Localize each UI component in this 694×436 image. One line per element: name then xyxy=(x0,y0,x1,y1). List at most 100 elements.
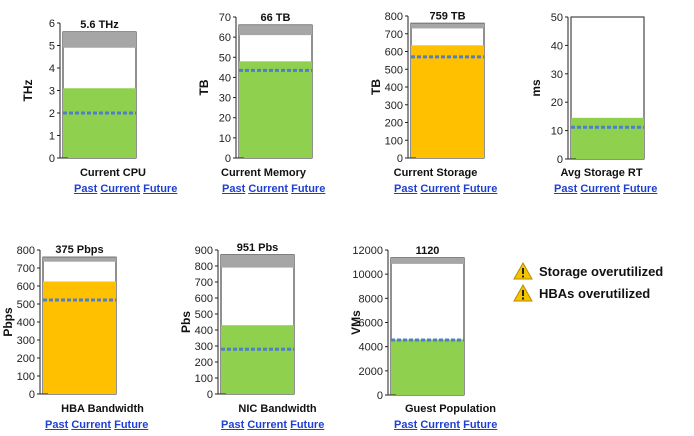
tick-label: 800 xyxy=(195,261,213,273)
past-link[interactable]: Past xyxy=(74,183,98,195)
past-link[interactable]: Past xyxy=(221,419,245,431)
links-storage: Past Current Future xyxy=(394,183,497,195)
tick-label: 0 xyxy=(207,389,213,401)
usage-bar xyxy=(43,281,116,394)
links-hba-bandwidth: Past Current Future xyxy=(45,419,148,431)
capacity-label: 759 TB xyxy=(429,10,465,22)
tick-label: 500 xyxy=(17,299,35,311)
y-axis-label: TB xyxy=(369,79,383,95)
capacity-label: 951 Pbs xyxy=(237,242,279,254)
tick-label: 100 xyxy=(17,371,35,383)
tick-label: 12000 xyxy=(352,245,383,257)
tick-label: 70 xyxy=(219,12,231,24)
gauge-memory: 0 10 20 30 40 50 60 70 TB 66 TB Current Memory Pa… xyxy=(196,2,356,197)
tick-label: 400 xyxy=(195,325,213,337)
past-link[interactable]: Past xyxy=(45,419,69,431)
past-link[interactable]: Past xyxy=(554,183,578,195)
tick-label: 2000 xyxy=(359,366,383,378)
y-axis-label: Pbs xyxy=(179,311,193,333)
future-link[interactable]: Future xyxy=(463,183,498,195)
tick-label: 400 xyxy=(17,317,35,329)
future-link[interactable]: Future xyxy=(623,183,658,195)
tick-label: 800 xyxy=(17,245,35,257)
gauge-storage-rt: 0 10 20 30 40 50 ms Avg Storage RT Past Curren… xyxy=(528,2,688,197)
tick-label: 0 xyxy=(397,153,403,165)
alerts-panel: Storage overutilized HBAs overutilized xyxy=(513,260,663,304)
tick-label: 900 xyxy=(195,245,213,257)
tick-label: 30 xyxy=(551,69,563,81)
gauge-cpu: 0 1 2 3 4 5 6 THz 5.6 THz Current CPU Past Curre… xyxy=(20,2,180,197)
reserved-band xyxy=(239,25,312,36)
caption-hba-bandwidth: HBA Bandwidth xyxy=(61,403,144,415)
future-link[interactable]: Future xyxy=(114,419,149,431)
past-link[interactable]: Past xyxy=(222,183,246,195)
gauge-storage: 0 100 200 300 400 500 600 700 800 TB 759 TB Curren… xyxy=(368,2,528,197)
tick-label: 10 xyxy=(551,126,563,138)
tick-label: 40 xyxy=(219,72,231,84)
tick-label: 300 xyxy=(195,341,213,353)
tick-label: 20 xyxy=(219,113,231,125)
tick-label: 200 xyxy=(195,357,213,369)
links-guest-population: Past Current Future xyxy=(394,419,497,431)
y-axis-label: THz xyxy=(21,80,35,102)
y-axis-label: TB xyxy=(197,79,211,95)
tick-label: 4 xyxy=(49,63,55,75)
reserved-band xyxy=(221,254,294,268)
caption-nic-bandwidth: NIC Bandwidth xyxy=(238,403,317,415)
current-link[interactable]: Current xyxy=(100,183,141,195)
alert-text: HBAs overutilized xyxy=(539,285,651,301)
tick-label: 400 xyxy=(385,82,403,94)
reserved-band xyxy=(43,257,116,262)
warning-icon xyxy=(513,262,533,280)
caption-memory: Current Memory xyxy=(221,167,306,179)
current-link[interactable]: Current xyxy=(248,183,289,195)
usage-bar xyxy=(221,325,294,394)
tick-label: 800 xyxy=(385,11,403,23)
gauge-nic-bandwidth: 0 100 200 300 400 500 600 700 800 900 Pbs 951 Pbs N… xyxy=(178,236,348,436)
tick-label: 8000 xyxy=(359,293,383,305)
usage-bar xyxy=(391,339,464,395)
tick-label: 700 xyxy=(385,29,403,41)
tick-label: 700 xyxy=(17,263,35,275)
tick-label: 40 xyxy=(551,40,563,52)
tick-label: 0 xyxy=(49,153,55,165)
tick-label: 60 xyxy=(219,32,231,44)
current-link[interactable]: Current xyxy=(247,419,288,431)
tick-label: 700 xyxy=(195,277,213,289)
links-storage-rt: Past Current Future xyxy=(554,183,657,195)
past-link[interactable]: Past xyxy=(394,419,418,431)
future-link[interactable]: Future xyxy=(290,419,325,431)
capacity-label: 375 Pbps xyxy=(55,244,103,256)
past-link[interactable]: Past xyxy=(394,183,418,195)
future-link[interactable]: Future xyxy=(291,183,326,195)
usage-bar xyxy=(63,88,136,158)
current-link[interactable]: Current xyxy=(71,419,112,431)
tick-label: 50 xyxy=(219,52,231,64)
tick-label: 100 xyxy=(385,135,403,147)
current-link[interactable]: Current xyxy=(420,183,461,195)
usage-bar xyxy=(411,45,484,158)
tick-label: 30 xyxy=(219,93,231,105)
links-cpu: Past Current Future xyxy=(74,183,177,195)
tick-label: 200 xyxy=(385,118,403,130)
usage-bar xyxy=(239,61,312,158)
future-link[interactable]: Future xyxy=(463,419,498,431)
y-axis-label: VMs xyxy=(349,310,363,335)
future-link[interactable]: Future xyxy=(143,183,178,195)
tick-label: 5 xyxy=(49,41,55,53)
alert-storage: Storage overutilized xyxy=(513,260,663,282)
y-axis-label: ms xyxy=(529,79,543,97)
tick-label: 300 xyxy=(385,100,403,112)
tick-label: 600 xyxy=(17,281,35,293)
reserved-band xyxy=(63,32,136,48)
tick-label: 600 xyxy=(195,293,213,305)
alert-text: Storage overutilized xyxy=(539,263,664,279)
tick-label: 10 xyxy=(219,133,231,145)
current-link[interactable]: Current xyxy=(580,183,621,195)
tick-label: 6 xyxy=(49,18,55,30)
tick-label: 0 xyxy=(29,389,35,401)
chart-memory: 0 10 20 30 40 50 60 70 TB 66 TB xyxy=(197,12,313,165)
current-link[interactable]: Current xyxy=(420,419,461,431)
tick-label: 1 xyxy=(49,131,55,143)
links-nic-bandwidth: Past Current Future xyxy=(221,419,324,431)
